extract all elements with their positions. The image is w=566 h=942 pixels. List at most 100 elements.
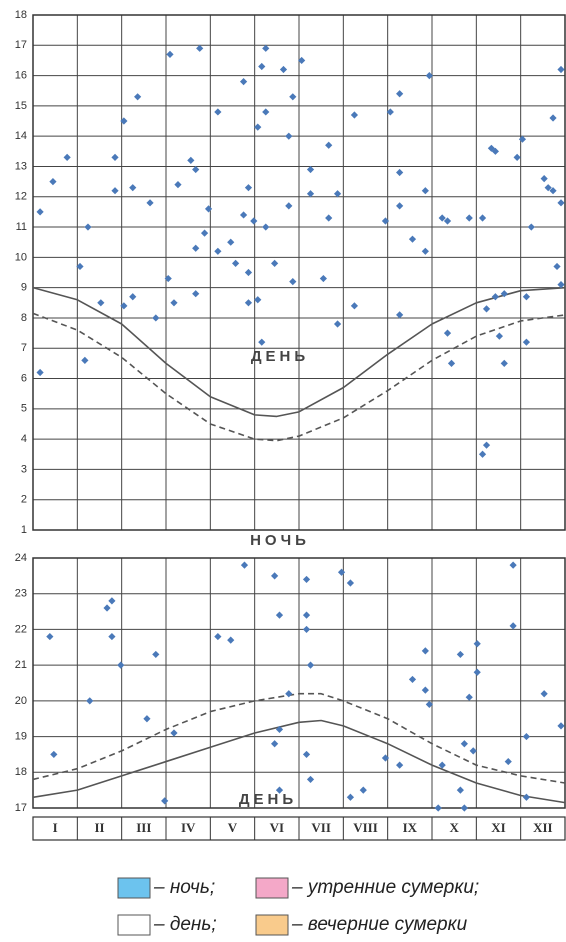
point	[306, 775, 315, 784]
point	[386, 108, 394, 116]
dashed-curve	[32, 692, 566, 784]
point	[214, 108, 222, 116]
point	[302, 750, 311, 759]
point	[522, 338, 531, 346]
point	[557, 722, 565, 730]
point	[204, 205, 213, 213]
point	[289, 277, 297, 286]
point	[275, 786, 284, 794]
point	[473, 668, 481, 676]
y-tick-label: 11	[16, 221, 27, 233]
point	[244, 184, 253, 192]
point	[143, 715, 151, 723]
point	[447, 359, 456, 367]
point	[482, 305, 491, 313]
point	[239, 78, 248, 86]
point	[465, 693, 473, 701]
point	[50, 750, 58, 759]
point	[200, 229, 209, 237]
point	[271, 259, 279, 268]
point	[408, 235, 417, 243]
point	[214, 632, 222, 641]
y-tick-label: 2	[21, 494, 27, 506]
point	[518, 135, 527, 143]
point	[396, 202, 404, 210]
point	[262, 108, 270, 116]
point	[306, 165, 315, 174]
point	[540, 690, 548, 698]
legend-label: – день;	[153, 914, 217, 935]
point	[262, 223, 270, 231]
point	[84, 223, 92, 231]
point	[108, 632, 116, 641]
y-tick-label: 20	[15, 695, 27, 707]
legend-label: – утренние сумерки;	[291, 877, 479, 898]
x-tick-label: V	[228, 820, 238, 835]
point	[460, 740, 468, 748]
point	[152, 650, 160, 659]
point	[421, 647, 429, 655]
point	[76, 262, 84, 271]
point	[258, 62, 266, 71]
point	[478, 214, 487, 222]
point	[350, 111, 359, 119]
point	[456, 650, 464, 659]
y-tick-label: 17	[15, 802, 27, 814]
point	[549, 114, 557, 122]
y-tick-label: 18	[15, 9, 27, 21]
legend-swatch	[255, 914, 289, 936]
point	[187, 156, 195, 165]
point	[289, 93, 297, 101]
y-tick-label: 17	[15, 39, 27, 51]
point	[63, 153, 71, 161]
point	[350, 302, 359, 310]
point	[227, 238, 235, 246]
point	[120, 302, 128, 310]
point	[250, 217, 258, 225]
point	[161, 797, 169, 805]
point	[346, 579, 355, 587]
point	[460, 804, 468, 812]
legend-swatch	[255, 877, 289, 899]
y-tick-label: 24	[15, 552, 27, 564]
point	[522, 293, 531, 301]
point	[152, 314, 160, 322]
point	[522, 793, 531, 801]
legend-label: – ночь;	[153, 877, 215, 898]
point	[36, 368, 44, 377]
point	[192, 165, 200, 174]
legend-label: – вечерние сумерки	[291, 914, 468, 935]
y-tick-label: 9	[21, 282, 27, 294]
point	[214, 247, 222, 255]
point	[240, 561, 249, 569]
point	[325, 141, 333, 149]
y-tick-label: 15	[15, 100, 27, 112]
x-tick-label: IV	[181, 820, 196, 835]
point	[359, 786, 367, 794]
point	[120, 117, 128, 125]
y-tick-label: 7	[21, 342, 27, 354]
y-tick-label: 12	[15, 191, 27, 203]
y-tick-label: 14	[15, 130, 27, 142]
point	[381, 754, 390, 762]
point	[192, 244, 200, 252]
x-tick-label: IX	[403, 820, 418, 835]
point	[421, 686, 429, 694]
plot-frame	[32, 557, 566, 809]
y-tick-label: 19	[15, 730, 27, 742]
point	[285, 202, 293, 210]
point	[108, 597, 116, 605]
point	[298, 56, 306, 65]
point	[500, 290, 508, 298]
point	[408, 675, 417, 684]
point	[504, 757, 512, 766]
point	[540, 174, 548, 183]
annotation: НОЧЬ	[250, 532, 310, 549]
point	[254, 123, 262, 131]
point	[513, 153, 521, 161]
point	[196, 44, 204, 52]
point	[306, 190, 315, 198]
point	[465, 214, 473, 222]
x-tick-label: XII	[533, 820, 553, 835]
